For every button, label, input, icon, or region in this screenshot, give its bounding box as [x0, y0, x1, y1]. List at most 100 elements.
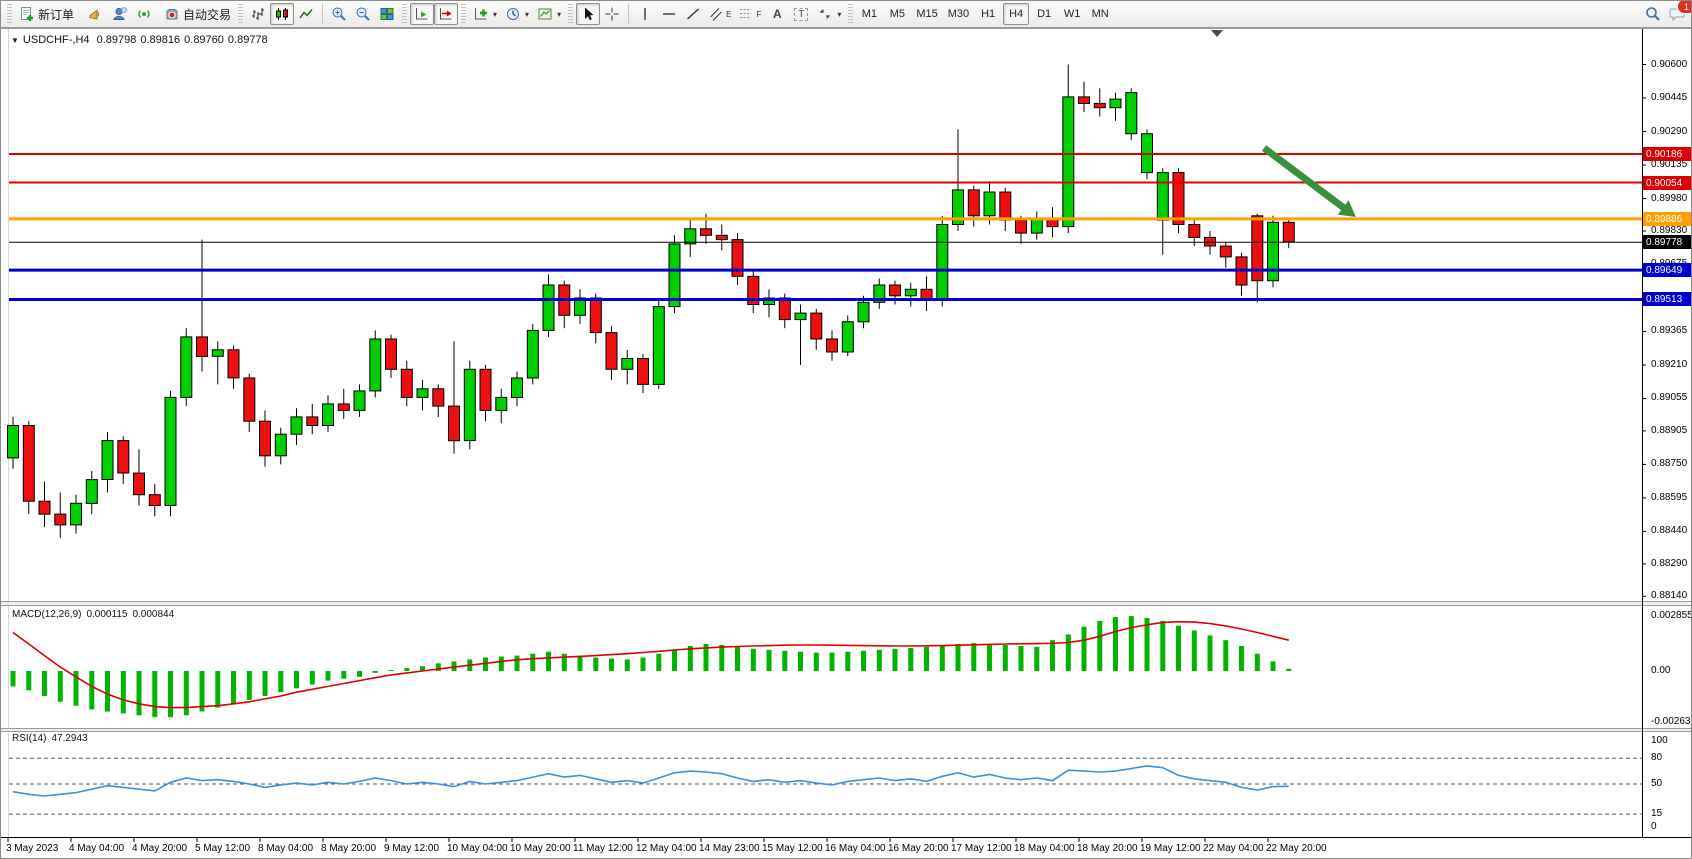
tf-H1[interactable]: H1 — [975, 3, 1001, 25]
price-tick: 0.88750 — [1651, 458, 1688, 469]
autotrade-icon — [164, 6, 180, 22]
time-label: 15 May 12:00 — [762, 843, 823, 854]
time-label: 22 May 04:00 — [1203, 843, 1264, 854]
price-badge: 0.89886 — [1643, 212, 1691, 226]
fibonacci-glyph: F — [756, 9, 762, 19]
chart-shift-button[interactable] — [434, 3, 459, 25]
channel-glyph: E — [726, 9, 732, 19]
tf-D1[interactable]: D1 — [1031, 3, 1057, 25]
macd-value-main: 0.000115 — [86, 609, 128, 620]
new-order-button[interactable]: 新订单 — [15, 3, 78, 25]
notification-badge: 1 — [1677, 1, 1691, 14]
symbol-period: USDCHF-,H4 — [22, 34, 90, 46]
trendline-button[interactable] — [681, 3, 705, 25]
tf-M1[interactable]: M1 — [856, 3, 882, 25]
time-label: 18 May 04:00 — [1014, 843, 1075, 854]
price-tick: 0.89365 — [1651, 325, 1688, 336]
tile-windows-icon — [379, 6, 395, 22]
macd-tick: -0.002634 — [1651, 716, 1692, 727]
time-label: 19 May 12:00 — [1140, 843, 1201, 854]
price-tickmarks — [1642, 64, 1646, 597]
label-button[interactable]: T — [789, 3, 813, 25]
ohlc-low: 0.89760 — [184, 34, 224, 46]
vertical-line-icon — [637, 6, 653, 22]
indicators-button[interactable]: ▾ — [469, 3, 501, 25]
search-button[interactable] — [1641, 3, 1665, 25]
time-label: 12 May 04:00 — [636, 843, 697, 854]
toolbar-drag-handle — [7, 4, 12, 24]
channel-button[interactable]: E — [705, 3, 735, 25]
zoom-in-icon — [331, 6, 347, 22]
time-label: 11 May 12:00 — [573, 843, 633, 854]
trend-arrow[interactable] — [1261, 145, 1356, 217]
rsi-tick: 100 — [1651, 735, 1668, 746]
bar-chart-icon — [250, 6, 266, 22]
time-label: 4 May 04:00 — [69, 843, 125, 854]
cursor-button[interactable] — [576, 3, 601, 25]
periods-button[interactable]: ▾ — [501, 3, 533, 25]
profile-icon — [112, 6, 128, 22]
time-label: 8 May 20:00 — [321, 843, 377, 854]
bar-chart-button[interactable] — [246, 3, 270, 25]
tf-M15[interactable]: M15 — [912, 3, 941, 25]
chevron-down-icon: ▾ — [493, 9, 498, 19]
price-tick: 0.90290 — [1651, 126, 1688, 137]
time-label: 3 May 2023 — [6, 843, 59, 854]
rsi-name: RSI(14) — [12, 733, 47, 744]
chart-shift-icon — [438, 6, 454, 22]
rsi-tick: 15 — [1651, 808, 1663, 819]
signal-icon — [136, 6, 152, 22]
line-chart-button[interactable] — [294, 3, 318, 25]
time-label: 5 May 12:00 — [195, 843, 251, 854]
toolbar-drag-handle — [461, 4, 467, 24]
price-badge: 0.89778 — [1643, 235, 1691, 249]
hlines-layer[interactable] — [9, 153, 1642, 301]
time-label: 16 May 04:00 — [825, 843, 886, 854]
auto-scroll-button[interactable] — [410, 3, 435, 25]
arrows-button[interactable]: ▾ — [813, 3, 845, 25]
price-tick: 0.89830 — [1651, 225, 1688, 236]
candlestick-chart-button[interactable] — [270, 3, 295, 25]
chevron-down-icon: ▾ — [837, 9, 842, 19]
channel-icon — [709, 6, 723, 22]
signals-button[interactable] — [132, 3, 156, 25]
trendline-icon — [685, 6, 701, 22]
chart-title: ▼ USDCHF-,H4 0.89798 0.89816 0.89760 0.89778 — [11, 34, 272, 46]
tile-windows-button[interactable] — [375, 3, 399, 25]
toolbar-drag-handle — [238, 4, 244, 24]
macd-name: MACD(12,26,9) — [12, 609, 82, 620]
ohlc-open: 0.89798 — [96, 34, 137, 46]
crosshair-button[interactable] — [600, 3, 624, 25]
time-label: 10 May 04:00 — [447, 843, 508, 854]
tf-W1[interactable]: W1 — [1059, 3, 1085, 25]
auto-trading-button[interactable]: 自动交易 — [160, 3, 235, 25]
time-tickmarks — [7, 838, 1269, 842]
fibonacci-button[interactable]: F — [735, 3, 765, 25]
time-label: 9 May 12:00 — [384, 843, 440, 854]
panel-borders — [1, 28, 1691, 838]
zoom-in-button[interactable] — [327, 3, 351, 25]
zoom-out-button[interactable] — [351, 3, 375, 25]
auto-trading-label: 自动交易 — [183, 7, 232, 22]
horizontal-line-button[interactable] — [657, 3, 681, 25]
toolbar-drag-handle — [568, 4, 574, 24]
account-button[interactable] — [108, 3, 132, 25]
time-label: 17 May 12:00 — [951, 843, 1012, 854]
collapse-triangle-icon: ▼ — [11, 36, 19, 45]
deposit-button[interactable] — [84, 3, 108, 25]
price-tick: 0.90600 — [1651, 59, 1688, 70]
timeframe-bar: M1 M5 M15 M30 H1 H4 D1 W1 MN — [856, 3, 1113, 25]
toolbar-separator — [628, 4, 630, 24]
text-button[interactable]: A — [765, 3, 789, 25]
macd-tick: 0.00 — [1651, 665, 1671, 676]
vertical-line-button[interactable] — [633, 3, 657, 25]
tf-M5[interactable]: M5 — [884, 3, 910, 25]
ohlc-close: 0.89778 — [227, 34, 268, 46]
tf-M30[interactable]: M30 — [944, 3, 973, 25]
tf-H4[interactable]: H4 — [1003, 3, 1030, 25]
candlestick-icon — [274, 6, 290, 22]
tf-MN[interactable]: MN — [1087, 3, 1113, 25]
templates-button[interactable]: ▾ — [533, 3, 565, 25]
